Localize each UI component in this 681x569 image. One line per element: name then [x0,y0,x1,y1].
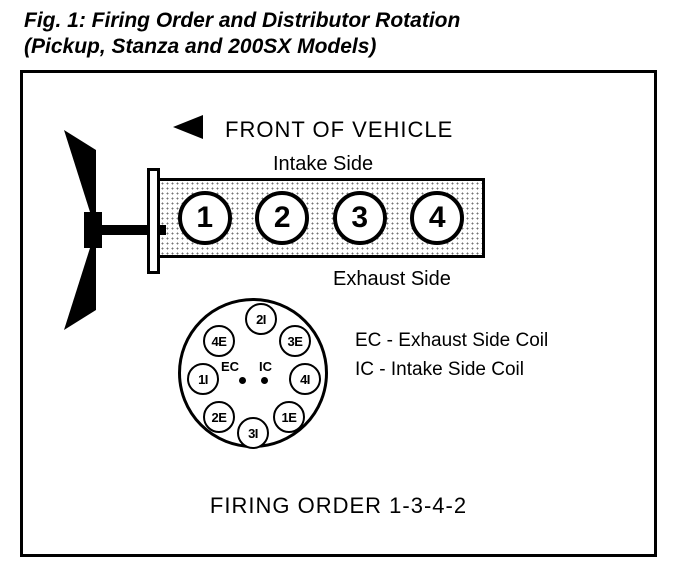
diagram-frame: FRONT OF VEHICLE Intake Side 1 2 3 4 Exh… [20,70,657,557]
distributor-ec-dot [239,377,246,384]
firing-order-label: FIRING ORDER 1-3-4-2 [23,493,654,519]
cylinder-1: 1 [178,191,232,245]
arrow-left-icon [173,115,203,145]
distributor-terminal: 1I [187,363,219,395]
coil-legend: EC - Exhaust Side Coil IC - Intake Side … [355,327,548,384]
distributor: 2I3E 4I 1E3I2E 1I 4E EC IC [178,298,328,448]
distributor-terminal: 4E [203,325,235,357]
exhaust-side-label: Exhaust Side [333,268,451,291]
figure-title-line1: Fig. 1: Firing Order and Distributor Rot… [24,8,460,34]
legend-ic: IC - Intake Side Coil [355,356,548,385]
distributor-terminal: 1E [273,401,305,433]
legend-ec: EC - Exhaust Side Coil [355,327,548,356]
distributor-terminal: 3I [237,417,269,449]
figure-title: Fig. 1: Firing Order and Distributor Rot… [24,8,460,61]
figure-title-line2: (Pickup, Stanza and 200SX Models) [24,34,460,60]
intake-side-label: Intake Side [273,153,373,176]
cylinder-4: 4 [410,191,464,245]
distributor-terminal: 3E [279,325,311,357]
engine-flange [147,168,160,274]
distributor-ic-dot [261,377,268,384]
cylinder-3: 3 [333,191,387,245]
front-of-vehicle-text: FRONT OF VEHICLE [225,117,453,143]
distributor-ic-label: IC [259,359,272,374]
distributor-terminal: 2E [203,401,235,433]
engine-block: 1 2 3 4 [157,178,485,258]
cylinder-2: 2 [255,191,309,245]
front-of-vehicle-label: FRONT OF VEHICLE [173,115,453,145]
distributor-terminal: 2I [245,303,277,335]
distributor-ec-label: EC [221,359,239,374]
distributor-terminal: 4I [289,363,321,395]
